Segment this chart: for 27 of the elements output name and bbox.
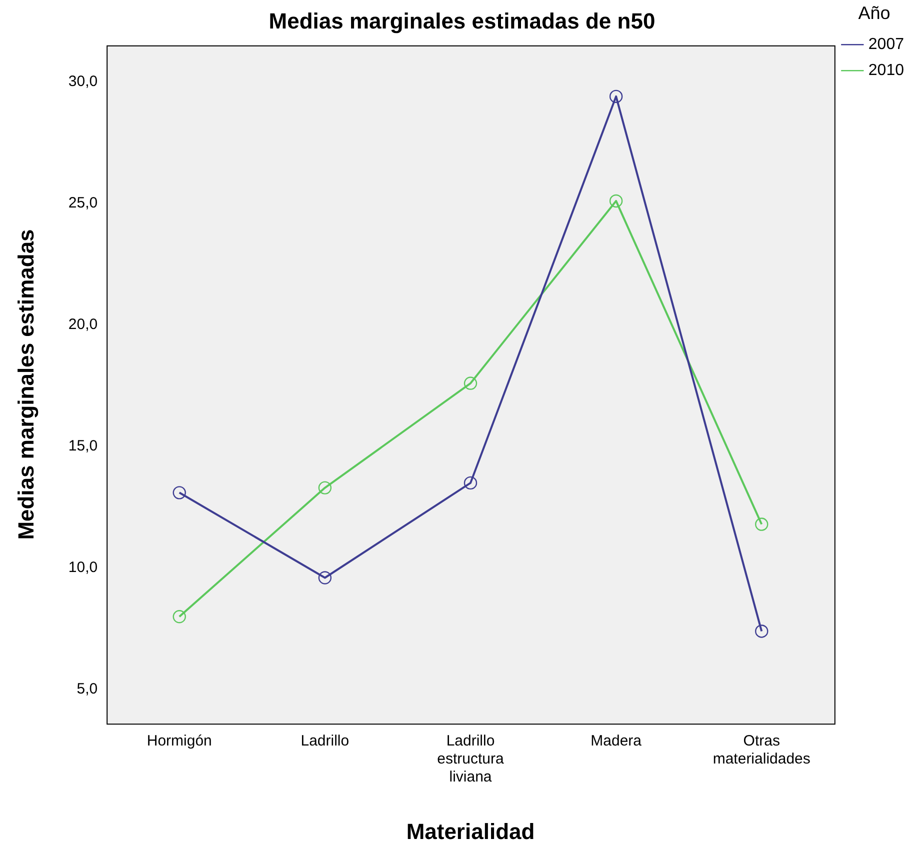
legend-title: Año [858, 2, 890, 23]
chart-title: Medias marginales estimadas de n50 [268, 8, 656, 34]
point [755, 518, 768, 531]
point [318, 481, 332, 494]
x-tick-label: Otras materialidades [712, 732, 810, 768]
legend-label: 2010 [868, 62, 904, 80]
y-tick-label: 20,0 [68, 316, 98, 334]
x-tick-label: Ladrillo [300, 732, 350, 750]
x-tick-label: Ladrillo estructura liviana [437, 732, 504, 786]
y-tick-label: 5,0 [76, 680, 98, 698]
y-tick-label: 15,0 [68, 438, 98, 455]
y-axis-title: Medias marginales estimadas [13, 229, 38, 540]
point [609, 90, 623, 104]
point [755, 624, 768, 638]
y-tick-label: 10,0 [68, 559, 98, 576]
x-tick-label: Madera [590, 732, 642, 750]
y-tick-label: 25,0 [68, 194, 98, 212]
point [318, 571, 332, 584]
point [609, 194, 623, 208]
legend-label: 2007 [868, 36, 904, 54]
y-tick-label: 30,0 [68, 73, 98, 90]
x-axis-title: Materialidad [406, 818, 535, 844]
x-tick-label: Hormigón [146, 732, 212, 750]
point [172, 486, 186, 500]
point [464, 376, 478, 390]
point [172, 610, 186, 624]
point [464, 476, 478, 490]
